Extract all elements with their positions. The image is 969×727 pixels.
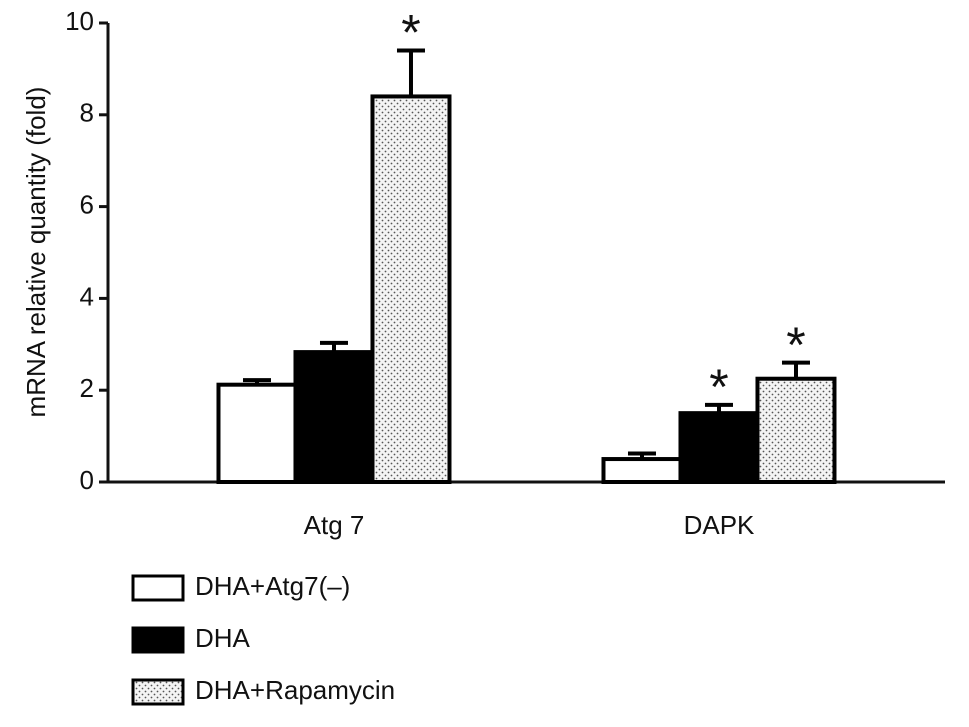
legend-swatch — [131, 626, 185, 654]
y-tick-label: 0 — [80, 465, 94, 495]
legend-swatch — [131, 574, 185, 602]
bar — [601, 457, 683, 484]
legend-swatch — [131, 678, 185, 706]
significance-marker: * — [786, 317, 805, 373]
bar — [755, 376, 837, 485]
y-tick-label: 6 — [80, 189, 94, 219]
y-tick-label: 8 — [80, 98, 94, 128]
legend-label: DHA+Rapamycin — [195, 675, 395, 705]
y-axis-label: mRNA relative quantity (fold) — [21, 87, 51, 418]
legend-label: DHA+Atg7(–) — [195, 571, 350, 601]
x-tick-label: DAPK — [684, 510, 755, 540]
significance-marker: * — [401, 5, 420, 61]
significance-marker: * — [709, 359, 728, 415]
bar — [216, 382, 298, 484]
bar — [293, 350, 375, 484]
y-tick-label: 2 — [80, 373, 94, 403]
y-tick-label: 4 — [80, 281, 94, 311]
bar — [678, 411, 760, 484]
bar — [370, 94, 452, 484]
legend-label: DHA — [195, 623, 251, 653]
y-tick-label: 10 — [65, 6, 94, 36]
x-tick-label: Atg 7 — [304, 510, 365, 540]
